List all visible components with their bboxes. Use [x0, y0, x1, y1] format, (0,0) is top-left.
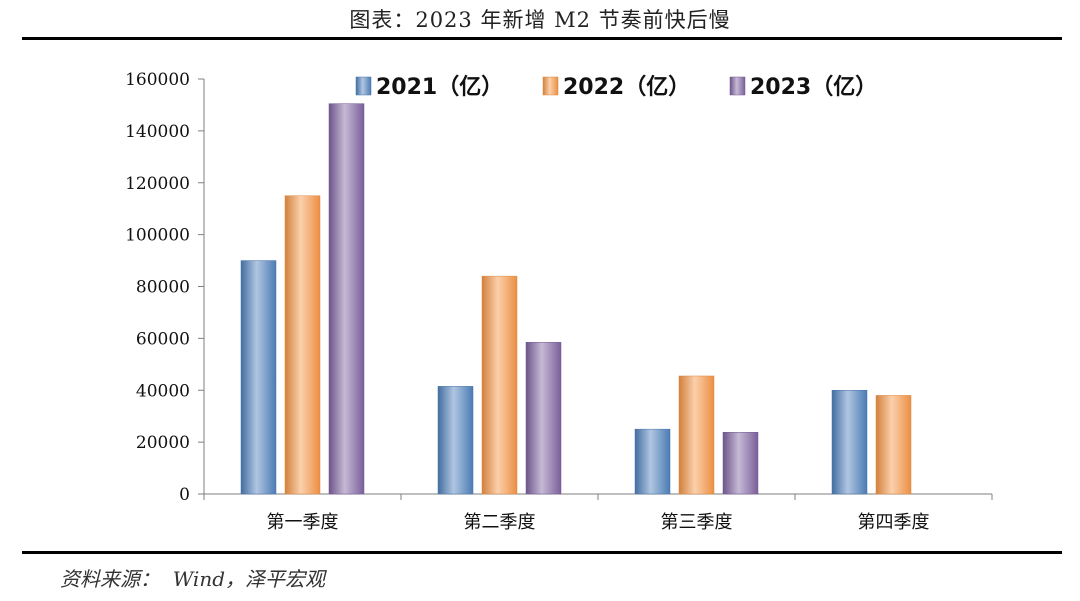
- chart-bars: [240, 103, 912, 495]
- y-tick-label: 120000: [125, 174, 190, 194]
- bar-1-2: [437, 386, 474, 495]
- y-tick-label: 100000: [125, 226, 190, 246]
- y-tick-label: 20000: [136, 433, 190, 453]
- y-tick-label: 40000: [136, 381, 190, 401]
- bar-1-4: [831, 390, 868, 495]
- bar-3-3: [722, 432, 759, 495]
- y-tick-label: 80000: [136, 278, 190, 298]
- y-tick-label: 140000: [125, 122, 190, 142]
- y-tick-label: 160000: [125, 70, 190, 90]
- y-tick-label: 0: [179, 485, 190, 505]
- source-note: 资料来源： Wind，泽平宏观: [60, 567, 325, 591]
- bar-2-4: [875, 395, 912, 495]
- legend-label: 2023（亿）: [750, 75, 877, 100]
- top-rule: [22, 37, 1062, 40]
- x-tick-label: 第二季度: [464, 512, 536, 533]
- bar-2-3: [678, 375, 715, 495]
- legend-label: 2021（亿）: [376, 75, 503, 100]
- y-tick-label: 60000: [136, 329, 190, 349]
- chart-legend: 2021（亿） 2022（亿） 2023（亿）: [355, 75, 877, 100]
- bar-1-3: [634, 428, 671, 495]
- x-tick-label: 第四季度: [858, 512, 930, 533]
- bar-2-1: [284, 195, 321, 495]
- bar-2-2: [481, 275, 518, 495]
- bar-3-2: [525, 342, 562, 495]
- x-tick-label: 第一季度: [267, 512, 339, 533]
- bar-3-1: [328, 103, 365, 495]
- chart-title: 图表：2023 年新增 M2 节奏前快后慢: [349, 8, 731, 32]
- bar-1-1: [240, 260, 277, 495]
- x-tick-label: 第三季度: [661, 512, 733, 533]
- bottom-rule: [22, 551, 1062, 554]
- legend-label: 2022（亿）: [563, 75, 690, 100]
- legend-swatch: [355, 76, 372, 96]
- legend-swatch: [542, 76, 559, 96]
- legend-swatch: [729, 76, 746, 96]
